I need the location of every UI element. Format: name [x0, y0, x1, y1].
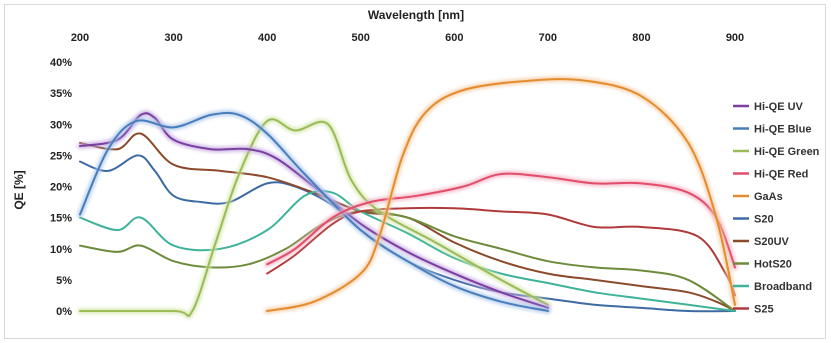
- series-line-s25: [266, 206, 736, 297]
- legend-label-broadband: Broadband: [754, 281, 812, 293]
- x-tick-label: 800: [632, 32, 650, 44]
- y-axis: 0% 5% 10% 15% 20% 25% 30% 35% 40%: [50, 57, 72, 318]
- chart-frame: Wavelength [nm] QE [%] 200 300 400 500 600 70…: [4, 4, 826, 339]
- y-tick-label: 30%: [50, 119, 72, 131]
- y-tick-label: 15%: [50, 213, 72, 225]
- x-tick-label: 700: [539, 32, 557, 44]
- series-line-gaas: [266, 78, 736, 312]
- y-tick-label: 5%: [56, 275, 72, 287]
- y-tick-label: 35%: [50, 88, 72, 100]
- x-axis-title: Wavelength [nm]: [368, 8, 464, 22]
- series-line-s20uv: [79, 132, 736, 312]
- x-axis: 200 300 400 500 600 700 800 900: [71, 32, 744, 44]
- legend-label-hi-qe-uv: Hi-QE UV: [754, 101, 804, 113]
- series-line-hi-qe-uv: [79, 112, 549, 309]
- y-tick-label: 40%: [50, 57, 72, 69]
- x-tick-label: 200: [71, 32, 89, 44]
- series-line-hi-qe-red: [266, 172, 736, 269]
- legend: Hi-QE UV Hi-QE Blue Hi-QE Green Hi-QE Red Ga…: [733, 101, 820, 316]
- qe-chart: Wavelength [nm] QE [%] 200 300 400 500 600 70…: [12, 8, 820, 320]
- x-tick-label: 500: [352, 32, 370, 44]
- legend-label-s25: S25: [754, 304, 774, 316]
- legend-label-gaas: GaAs: [754, 191, 783, 203]
- legend-label-hi-qe-red: Hi-QE Red: [754, 169, 808, 181]
- series-layer: [77, 76, 738, 320]
- y-tick-label: 25%: [50, 150, 72, 162]
- series-line-hi-qe-green: [79, 118, 549, 318]
- x-tick-label: 400: [258, 32, 276, 44]
- legend-label-hi-qe-blue: Hi-QE Blue: [754, 124, 811, 136]
- x-tick-label: 600: [445, 32, 463, 44]
- y-tick-label: 10%: [50, 244, 72, 256]
- x-tick-label: 900: [726, 32, 744, 44]
- legend-label-s20uv: S20UV: [754, 236, 790, 248]
- legend-label-hots20: HotS20: [754, 259, 792, 271]
- y-axis-title: QE [%]: [12, 170, 26, 209]
- y-tick-label: 0%: [56, 306, 72, 318]
- x-tick-label: 300: [164, 32, 182, 44]
- series-line-hi-qe-blue: [79, 111, 549, 312]
- y-tick-label: 20%: [50, 182, 72, 194]
- legend-label-s20: S20: [754, 214, 774, 226]
- legend-label-hi-qe-green: Hi-QE Green: [754, 146, 820, 158]
